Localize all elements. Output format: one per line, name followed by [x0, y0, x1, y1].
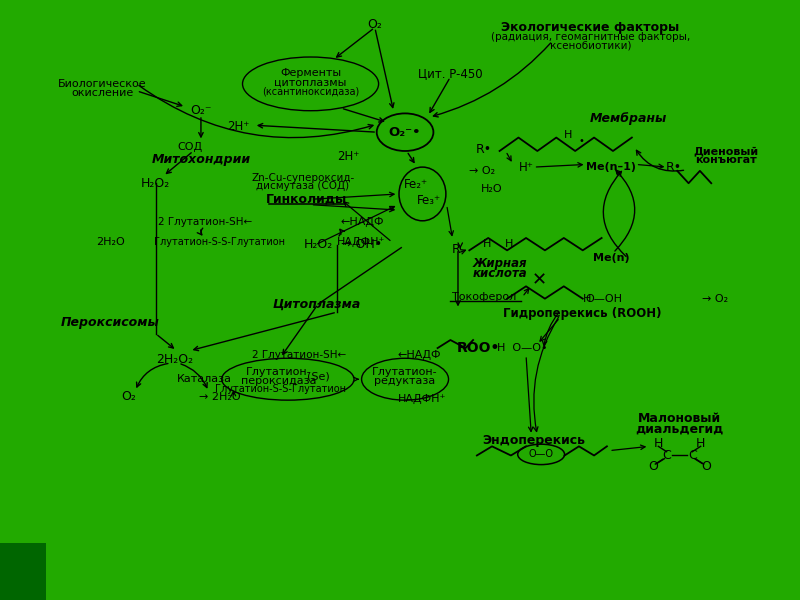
- Text: Глутатион-: Глутатион-: [372, 367, 438, 377]
- Text: R: R: [451, 243, 460, 256]
- Text: O—OH: O—OH: [586, 293, 622, 304]
- Text: O: O: [648, 460, 658, 473]
- Text: Каталаза: Каталаза: [178, 374, 232, 384]
- Text: Глутатион-: Глутатион-: [246, 367, 312, 377]
- Text: H: H: [696, 437, 706, 450]
- Text: Глутатион-S-S-Глутатион: Глутатион-S-S-Глутатион: [154, 237, 286, 247]
- Text: H: H: [505, 239, 513, 250]
- Text: пероксидаза: пероксидаза: [241, 376, 317, 386]
- Text: C: C: [662, 449, 671, 462]
- Text: ←НАДФ: ←НАДФ: [341, 217, 384, 227]
- Text: O₂⁻•: O₂⁻•: [388, 125, 421, 139]
- Text: 2H₂O: 2H₂O: [96, 237, 125, 247]
- Text: дисмутаза (СОД): дисмутаза (СОД): [257, 181, 350, 191]
- Text: 2 Глутатион-SH←: 2 Глутатион-SH←: [252, 350, 346, 360]
- Text: R•: R•: [476, 143, 492, 156]
- Text: ROO•: ROO•: [457, 341, 500, 355]
- Text: (ксантиноксидаза): (ксантиноксидаза): [262, 87, 359, 97]
- Text: C: C: [688, 449, 697, 462]
- Text: H  O—O•: H O—O•: [497, 343, 547, 353]
- Text: H: H: [483, 239, 492, 250]
- Text: цитоплазмы: цитоплазмы: [274, 77, 346, 87]
- Text: Ферменты: Ферменты: [280, 68, 341, 78]
- Text: R•: R•: [666, 161, 682, 173]
- Text: H: H: [563, 130, 572, 140]
- Text: Жирная: Жирная: [472, 257, 527, 270]
- Text: → OH•: → OH•: [341, 238, 382, 251]
- Text: O: O: [701, 460, 711, 473]
- Text: (Se): (Se): [306, 371, 330, 382]
- Text: 2H₂O₂: 2H₂O₂: [156, 353, 193, 366]
- Text: конъюгат: конъюгат: [695, 155, 758, 165]
- Text: Эндоперекись: Эндоперекись: [482, 434, 585, 448]
- Text: H₂O: H₂O: [481, 184, 503, 194]
- Text: O₂: O₂: [122, 391, 137, 403]
- Text: O₂⁻: O₂⁻: [190, 104, 212, 117]
- Text: Экологические факторы: Экологические факторы: [501, 21, 679, 34]
- Text: H₂O₂: H₂O₂: [304, 238, 334, 251]
- Text: ксенобиотики): ксенобиотики): [550, 41, 631, 51]
- Text: Биологическое: Биологическое: [58, 79, 147, 89]
- Text: Zn-Cu-супероксид-: Zn-Cu-супероксид-: [251, 173, 354, 183]
- Text: НАДФН⁺: НАДФН⁺: [337, 237, 386, 247]
- Text: H: H: [654, 437, 663, 450]
- Text: НАДФН⁺: НАДФН⁺: [398, 394, 446, 404]
- Text: Me(n): Me(n): [593, 253, 630, 263]
- Text: Fe₂⁺: Fe₂⁺: [404, 178, 429, 191]
- Text: Пероксисомы: Пероксисомы: [61, 316, 159, 329]
- Text: 2 Глутатион-SH←: 2 Глутатион-SH←: [158, 217, 252, 227]
- Text: Цитоплазма: Цитоплазма: [273, 298, 361, 311]
- Text: 2H⁺: 2H⁺: [227, 121, 250, 133]
- Text: диальдегид: диальдегид: [635, 422, 724, 435]
- Text: (радиация, геомагнитные факторы,: (радиация, геомагнитные факторы,: [490, 32, 690, 42]
- Text: Митохондрии: Митохондрии: [151, 152, 250, 166]
- Text: → 2H₂O: → 2H₂O: [199, 392, 241, 402]
- Text: 2H⁺: 2H⁺: [337, 150, 359, 163]
- Text: H: H: [583, 293, 591, 304]
- Text: Цит. P-450: Цит. P-450: [418, 67, 482, 80]
- Text: СОД: СОД: [177, 142, 202, 152]
- Text: •: •: [578, 136, 584, 146]
- Text: O₂: O₂: [367, 18, 382, 31]
- Text: Токоферол: Токоферол: [452, 292, 517, 302]
- Text: кислота: кислота: [472, 267, 527, 280]
- Text: Гинколиды: Гинколиды: [266, 193, 347, 206]
- Text: Диеновый: Диеновый: [694, 146, 759, 156]
- Text: ←НАДФ: ←НАДФ: [398, 350, 441, 360]
- Text: Малоновый: Малоновый: [638, 412, 721, 425]
- Bar: [0, 543, 46, 600]
- Text: O—O: O—O: [529, 449, 554, 460]
- Text: Гидроперекись (ROOH): Гидроперекись (ROOH): [503, 307, 662, 320]
- Text: → O₂: → O₂: [702, 293, 728, 304]
- Text: Мембраны: Мембраны: [590, 112, 666, 125]
- Text: Fe₃⁺: Fe₃⁺: [417, 194, 441, 208]
- Text: → O₂: → O₂: [470, 166, 495, 176]
- Text: Глутатион-S-S-Глутатион: Глутатион-S-S-Глутатион: [215, 384, 346, 394]
- Text: ✕: ✕: [531, 271, 546, 289]
- Text: H₂O₂: H₂O₂: [141, 177, 170, 190]
- Text: Me(n–1): Me(n–1): [586, 162, 637, 172]
- Text: редуктаза: редуктаза: [374, 376, 436, 386]
- Text: окисление: окисление: [71, 88, 134, 98]
- Text: H⁺: H⁺: [518, 161, 534, 173]
